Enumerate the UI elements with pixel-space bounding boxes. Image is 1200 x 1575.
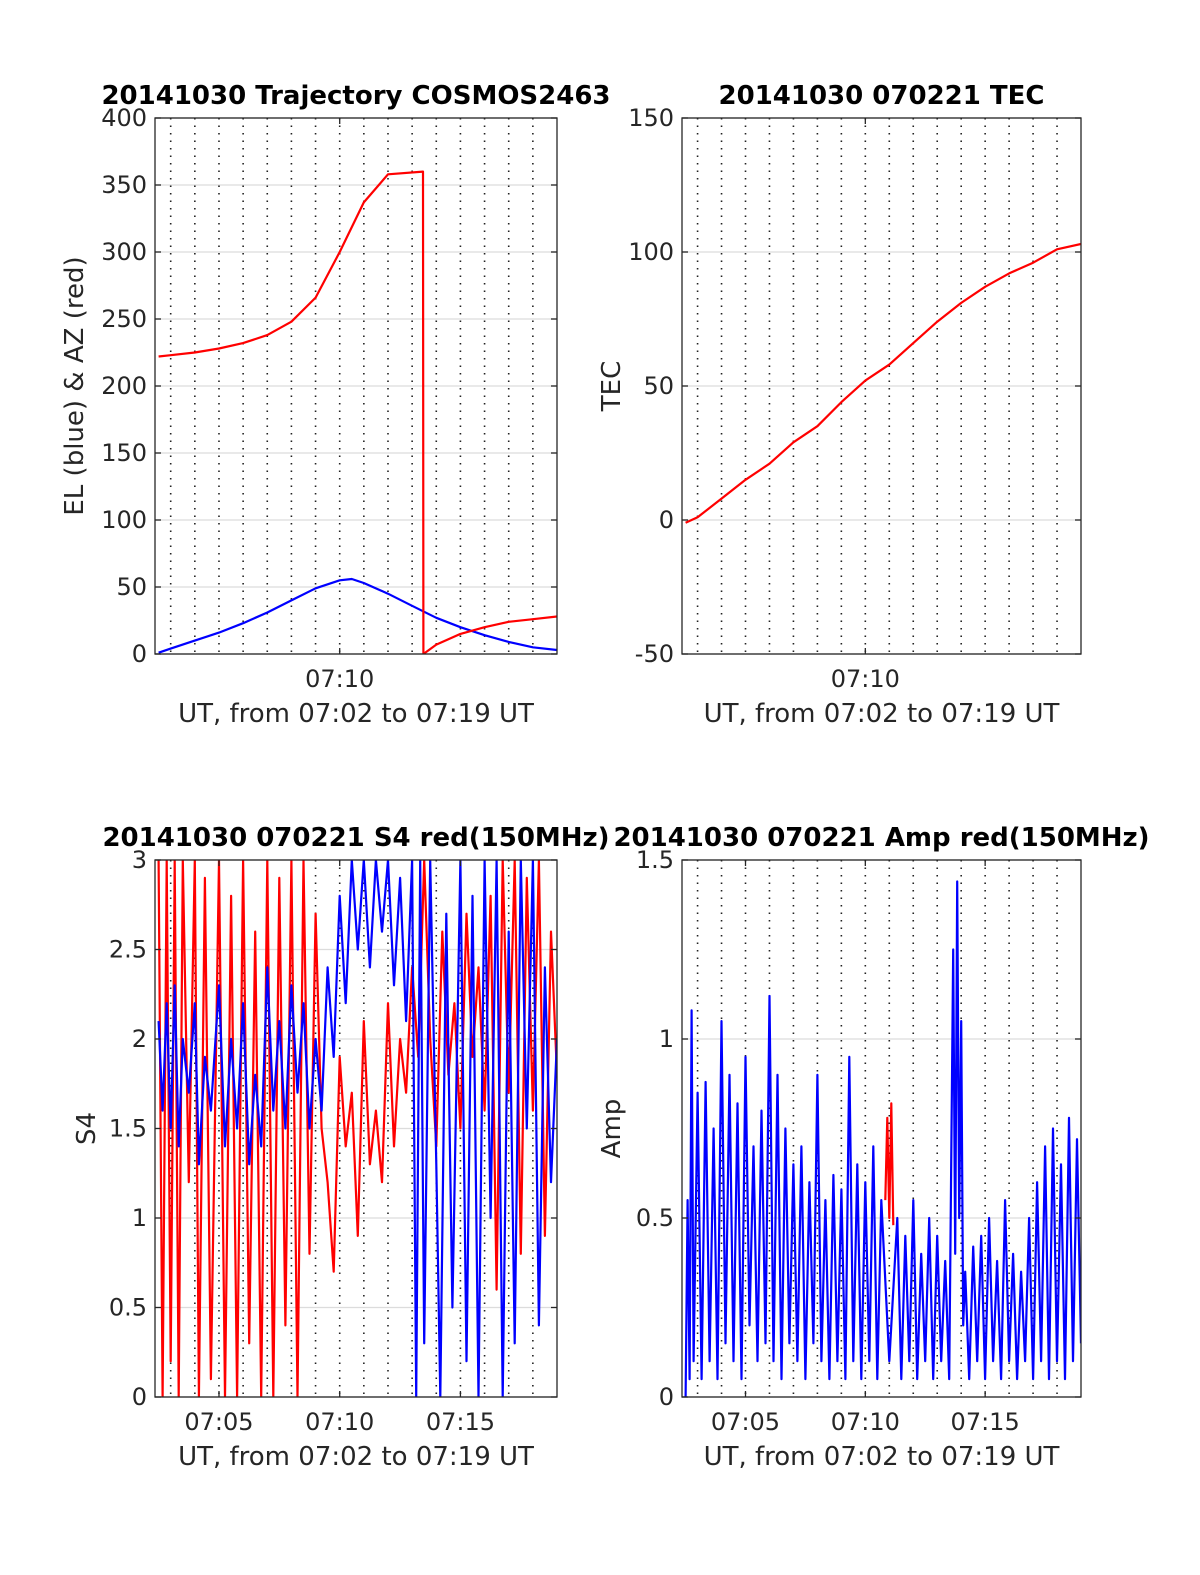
y-tick-label-0: 0 [132,1383,147,1411]
series-0-line [157,860,557,1397]
chart-title: 20141030 070221 Amp red(150MHz) [613,823,1149,853]
x-axis-label: UT, from 07:02 to 07:19 UT [178,699,534,729]
series-group [684,880,1081,1397]
series-1-line [158,170,557,654]
y-tick-label-3: 1.5 [636,846,674,874]
series-group [158,170,557,654]
series-0-line [158,577,557,654]
x-tick-label-0: 07:10 [831,665,900,693]
x-tick-label-2: 07:15 [951,1408,1020,1436]
y-tick-label-1: 0.5 [109,1294,147,1322]
y-tick-label-1: 50 [116,573,147,601]
y-axis-label: TEC [597,361,627,412]
y-tick-label-8: 400 [101,104,147,132]
x-axis-label: UT, from 07:02 to 07:19 UT [178,1442,534,1472]
chart-title: 20141030 Trajectory COSMOS2463 [101,81,610,111]
x-axis-label: UT, from 07:02 to 07:19 UT [704,699,1060,729]
y-tick-label-6: 3 [132,846,147,874]
x-tick-label-2: 07:15 [426,1408,495,1436]
tec-panel: -50 0 50 100 150 07:10 20141030 070221 TEC UT, … [597,81,1082,729]
chart-title: 20141030 070221 S4 red(150MHz) [102,823,609,853]
y-tick-label-0: -50 [635,640,674,668]
series-1-line [157,860,557,1397]
y-tick-label-5: 250 [101,305,147,333]
y-tick-label-6: 300 [101,238,147,266]
y-tick-label-7: 350 [101,171,147,199]
y-tick-label-2: 50 [643,372,674,400]
series-group [157,860,557,1397]
y-tick-label-0: 0 [659,1383,674,1411]
y-tick-label-4: 2 [132,1025,147,1053]
y-tick-label-0: 0 [132,640,147,668]
y-tick-label-4: 200 [101,372,147,400]
x-tick-label-0: 07:05 [711,1408,780,1436]
y-tick-label-1: 0.5 [636,1204,674,1232]
y-tick-label-2: 1 [659,1025,674,1053]
x-tick-label-0: 07:10 [305,665,374,693]
y-tick-label-3: 100 [628,238,674,266]
y-tick-label-5: 2.5 [109,936,147,964]
series-group [685,242,1081,524]
series-0-line [884,1102,895,1226]
y-tick-label-3: 1.5 [109,1115,147,1143]
trajectory-panel: 0 50 100 150 200 250 300 350 400 07:10 20141030 Tr… [60,81,611,729]
x-tick-label-0: 07:05 [184,1408,253,1436]
amp-panel: 0 0.5 1 1.5 07:05 07:10 07:15 20141030 070221 A… [597,823,1150,1472]
x-axis-label: UT, from 07:02 to 07:19 UT [704,1442,1060,1472]
chart-title: 20141030 070221 TEC [719,81,1045,111]
y-axis-label: S4 [72,1112,102,1145]
series-1-line [684,880,1081,1397]
y-tick-label-1: 0 [659,506,674,534]
axes-frame [681,859,1082,1398]
y-tick-label-2: 1 [132,1204,147,1232]
y-axis-label: Amp [597,1099,627,1159]
y-tick-label-2: 100 [101,506,147,534]
series-0-line [685,242,1081,524]
y-tick-label-4: 150 [628,104,674,132]
y-axis-label: EL (blue) & AZ (red) [60,256,90,515]
x-tick-label-1: 07:10 [831,1408,900,1436]
y-tick-label-3: 150 [101,439,147,467]
s4-panel: 0 0.5 1 1.5 2 2.5 3 07:05 07:10 07:15 20141030 070… [72,823,610,1472]
x-tick-label-1: 07:10 [305,1408,374,1436]
